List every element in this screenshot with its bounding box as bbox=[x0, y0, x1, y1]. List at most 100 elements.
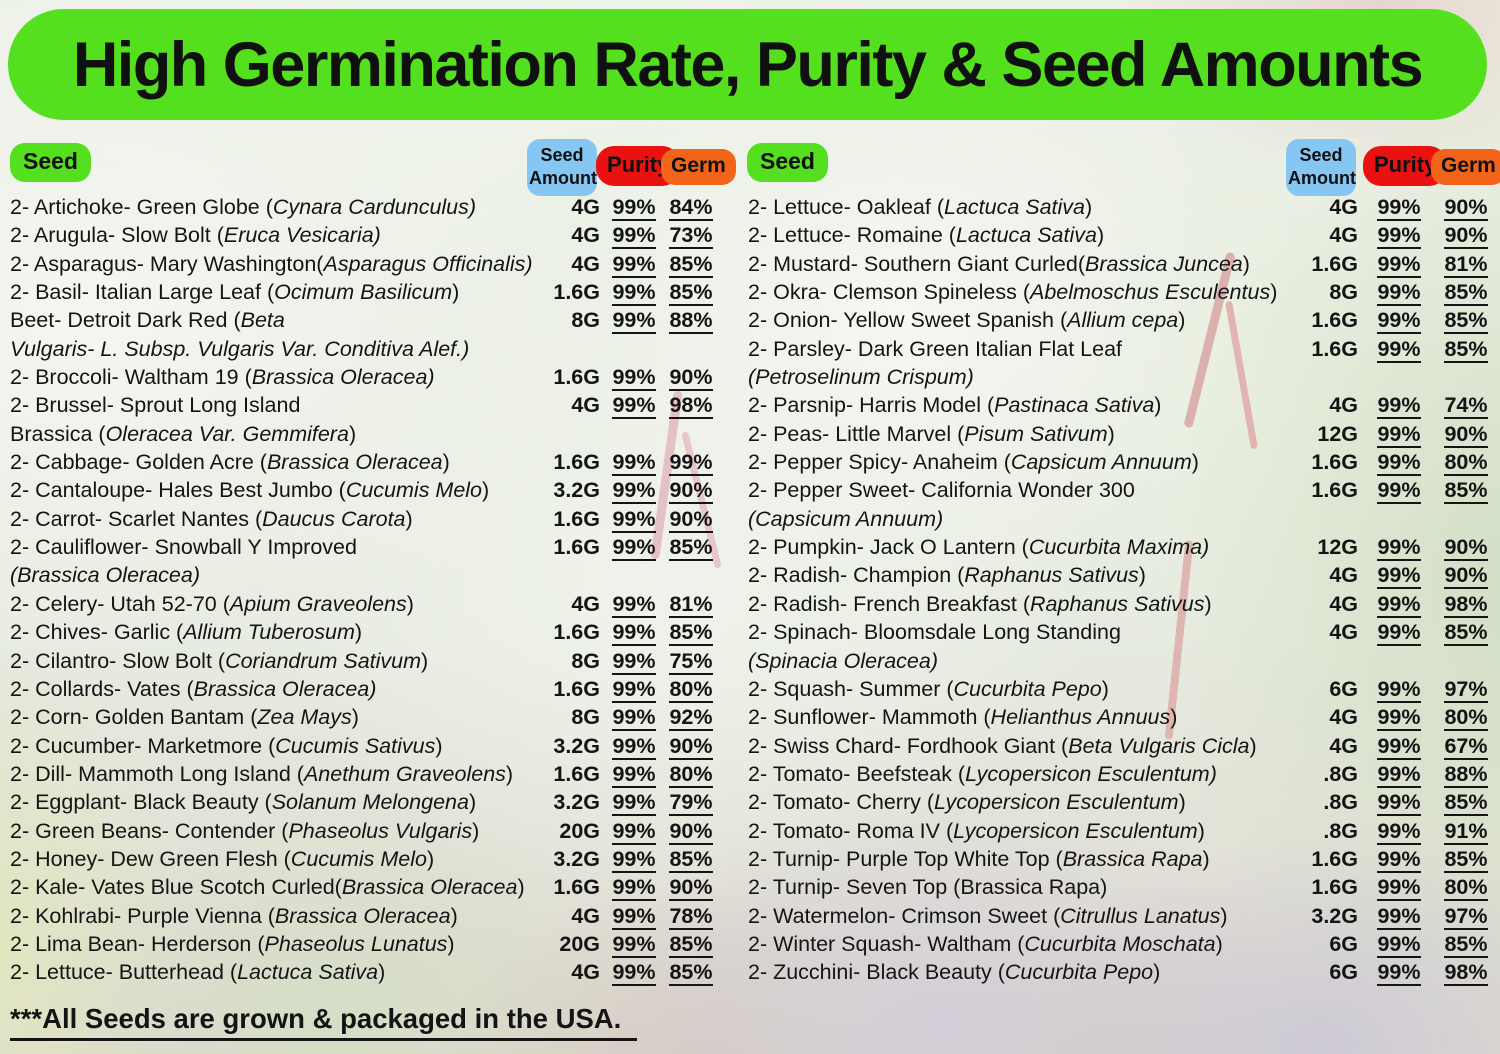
seed-name-text: 2- Kohlrabi- Purple Vienna ( bbox=[10, 903, 275, 928]
seed-name-text: ) bbox=[505, 761, 514, 786]
purity-value: 99% bbox=[1377, 393, 1421, 420]
germ-value: 80% bbox=[1444, 450, 1488, 477]
purity-value: 99% bbox=[612, 960, 656, 987]
germ-value: 98% bbox=[669, 393, 713, 420]
seed-row: 2- Sunflower- Mammoth (Helianthus Annuus… bbox=[748, 703, 1496, 732]
latin-name: Cynara Cardunculus) bbox=[272, 195, 477, 219]
latin-name: Brassica Rapa bbox=[1062, 846, 1203, 871]
seed-name: 2- Lettuce- Romaine (Lactuca Sativa) bbox=[748, 221, 1104, 249]
seed-name-text: ) bbox=[442, 450, 450, 475]
seed-row: 2- Watermelon- Crimson Sweet (Citrullus … bbox=[748, 902, 1496, 930]
latin-name: Anethum Graveolens bbox=[303, 761, 506, 786]
seed-name-text: 2- Carrot- Scarlet Nantes ( bbox=[10, 506, 263, 531]
seed-amount-value: 1.6G bbox=[553, 450, 600, 475]
germ-value: 85% bbox=[1444, 846, 1488, 873]
seed-name: (Spinacia Oleracea) bbox=[748, 647, 938, 675]
purity-value: 99% bbox=[612, 506, 656, 533]
seed-row: 2- Zucchini- Black Beauty (Cucurbita Pep… bbox=[748, 958, 1496, 987]
purity-value: 99% bbox=[1377, 733, 1421, 760]
latin-name: Cucurbita Pepo bbox=[1004, 960, 1154, 985]
seed-row: 2- Cantaloupe- Hales Best Jumbo (Cucumis… bbox=[10, 476, 722, 505]
seed-name: 2- Brussel- Sprout Long Island bbox=[10, 391, 300, 419]
seed-name-text: ) bbox=[351, 705, 359, 730]
seed-row: 2- Brussel- Sprout Long Island 4G 99% 98% bbox=[10, 391, 722, 420]
latin-name: Brassica Oleracea) bbox=[193, 676, 377, 701]
seed-row: 2- Kohlrabi- Purple Vienna (Brassica Ole… bbox=[10, 902, 722, 930]
purity-value: 99% bbox=[612, 280, 656, 307]
germ-value: 80% bbox=[669, 676, 713, 703]
seed-row: 2- Peas- Little Marvel (Pisum Sativum) 12… bbox=[748, 420, 1496, 448]
seed-amount-value: 1.6G bbox=[553, 280, 600, 305]
latin-name: Lycopersicon Esculentum bbox=[953, 818, 1198, 843]
seed-amount-value: 12G bbox=[1317, 535, 1358, 560]
usa-footer-text: ***All Seeds are grown & packaged in the… bbox=[10, 1003, 638, 1041]
purity-value: 99% bbox=[612, 648, 656, 675]
germ-column-header-right: Germ bbox=[1431, 149, 1500, 185]
latin-name: Pisum Sativum bbox=[964, 421, 1108, 446]
germ-value: 79% bbox=[669, 790, 713, 817]
seed-amount-value: 1.6G bbox=[1311, 336, 1358, 361]
seed-row: 2- Chives- Garlic (Allium Tuberosum) 1.6G… bbox=[10, 618, 722, 647]
seed-name: 2- Okra- Clemson Spineless (Abelmoschus … bbox=[748, 278, 1277, 306]
seed-row: 2- Parsnip- Harris Model (Pastinaca Sati… bbox=[748, 391, 1496, 420]
latin-name: Helianthus Annuus bbox=[990, 705, 1171, 730]
latin-name: Cucurbita Moschata bbox=[1024, 931, 1216, 956]
seed-name-text: 2- Eggplant- Black Beauty ( bbox=[10, 790, 272, 815]
purity-value: 99% bbox=[1377, 280, 1421, 307]
latin-name: Lycopersicon Esculentum bbox=[933, 790, 1179, 815]
seed-name-text: ) bbox=[435, 733, 443, 758]
seed-name: Vulgaris- L. Subsp. Vulgaris Var. Condit… bbox=[10, 335, 469, 363]
seed-amount-value: 1.6G bbox=[1311, 450, 1358, 475]
seed-name-text: 2- Onion- Yellow Sweet Spanish ( bbox=[748, 308, 1068, 333]
seed-amount-value: .8G bbox=[1323, 790, 1358, 815]
germ-value: 85% bbox=[1444, 280, 1488, 307]
seed-name: 2- Cabbage- Golden Acre (Brassica Olerac… bbox=[10, 448, 450, 476]
purity-value: 99% bbox=[1377, 535, 1421, 562]
seed-name-text: 2- Turnip- Purple Top White Top ( bbox=[748, 846, 1063, 871]
seed-name-text: 2- Lettuce- Butterhead ( bbox=[10, 960, 238, 985]
seed-name-text: ) bbox=[1242, 251, 1250, 276]
seed-row: 2- Pepper Spicy- Anaheim (Capsicum Annuu… bbox=[748, 448, 1496, 477]
germ-value: 85% bbox=[1444, 308, 1488, 335]
seed-row: 2- Corn- Golden Bantam (Zea Mays) 8G 99% 92… bbox=[10, 703, 722, 732]
seed-name: 2- Parsley- Dark Green Italian Flat Leaf bbox=[748, 335, 1122, 363]
purity-value: 99% bbox=[1377, 676, 1421, 703]
seed-row: Beet- Detroit Dark Red (Beta 8G 99% 88% bbox=[10, 306, 722, 335]
seed-name: 2- Collards- Vates (Brassica Oleracea) bbox=[10, 675, 376, 703]
seed-amount-value: 3.2G bbox=[553, 790, 600, 815]
purity-value: 99% bbox=[1377, 931, 1421, 958]
seed-name-text: 2- Cucumber- Marketmore ( bbox=[10, 733, 276, 758]
seed-amount-value: 4G bbox=[571, 903, 600, 928]
seed-name-text: ) bbox=[1138, 563, 1146, 588]
seed-row: 2- Broccoli- Waltham 19 (Brassica Olerac… bbox=[10, 363, 722, 392]
latin-name: Asparagus Officinalis) bbox=[323, 251, 533, 276]
germ-value: 85% bbox=[669, 251, 713, 278]
seed-name: 2- Pepper Sweet- California Wonder 300 bbox=[748, 476, 1135, 504]
seed-amount-value: 4G bbox=[571, 960, 600, 985]
latin-name: (Capsicum Annuum) bbox=[748, 506, 944, 531]
seed-row: 2- Artichoke- Green Globe (Cynara Cardun… bbox=[10, 193, 722, 221]
germ-value: 67% bbox=[1444, 733, 1488, 760]
latin-name: Lactuca Sativa bbox=[955, 223, 1097, 248]
latin-name: Brassica Oleracea) bbox=[251, 365, 435, 390]
seed-name-text: 2- Watermelon- Crimson Sweet ( bbox=[748, 903, 1061, 928]
germ-value: 91% bbox=[1444, 818, 1488, 845]
seed-name: 2- Swiss Chard- Fordhook Giant (Beta Vul… bbox=[748, 732, 1257, 760]
seed-row: Vulgaris- L. Subsp. Vulgaris Var. Condit… bbox=[10, 335, 722, 363]
purity-value: 99% bbox=[612, 875, 656, 902]
seed-row: 2- Onion- Yellow Sweet Spanish (Allium c… bbox=[748, 306, 1496, 335]
latin-name: Oleracea Var. Gemmifera bbox=[105, 421, 349, 446]
seed-amount-value: 4G bbox=[571, 393, 600, 418]
seed-amount-value: 4G bbox=[1329, 223, 1358, 248]
seed-amount-value: 1.6G bbox=[553, 761, 600, 786]
seed-row: (Brassica Oleracea) bbox=[10, 561, 722, 589]
seed-row: 2- Eggplant- Black Beauty (Solanum Melon… bbox=[10, 788, 722, 817]
seed-row: 2- Turnip- Purple Top White Top (Brassic… bbox=[748, 845, 1496, 873]
seed-row: 2- Cabbage- Golden Acre (Brassica Olerac… bbox=[10, 448, 722, 477]
seed-name-text: 2- Lettuce- Oakleaf ( bbox=[748, 195, 944, 219]
seed-name-text: 2- Tomato- Roma IV ( bbox=[748, 818, 954, 843]
seed-column-header-right: Seed bbox=[747, 143, 828, 182]
seed-row: 2- Asparagus- Mary Washington(Asparagus … bbox=[10, 250, 722, 278]
germ-value: 75% bbox=[669, 648, 713, 675]
